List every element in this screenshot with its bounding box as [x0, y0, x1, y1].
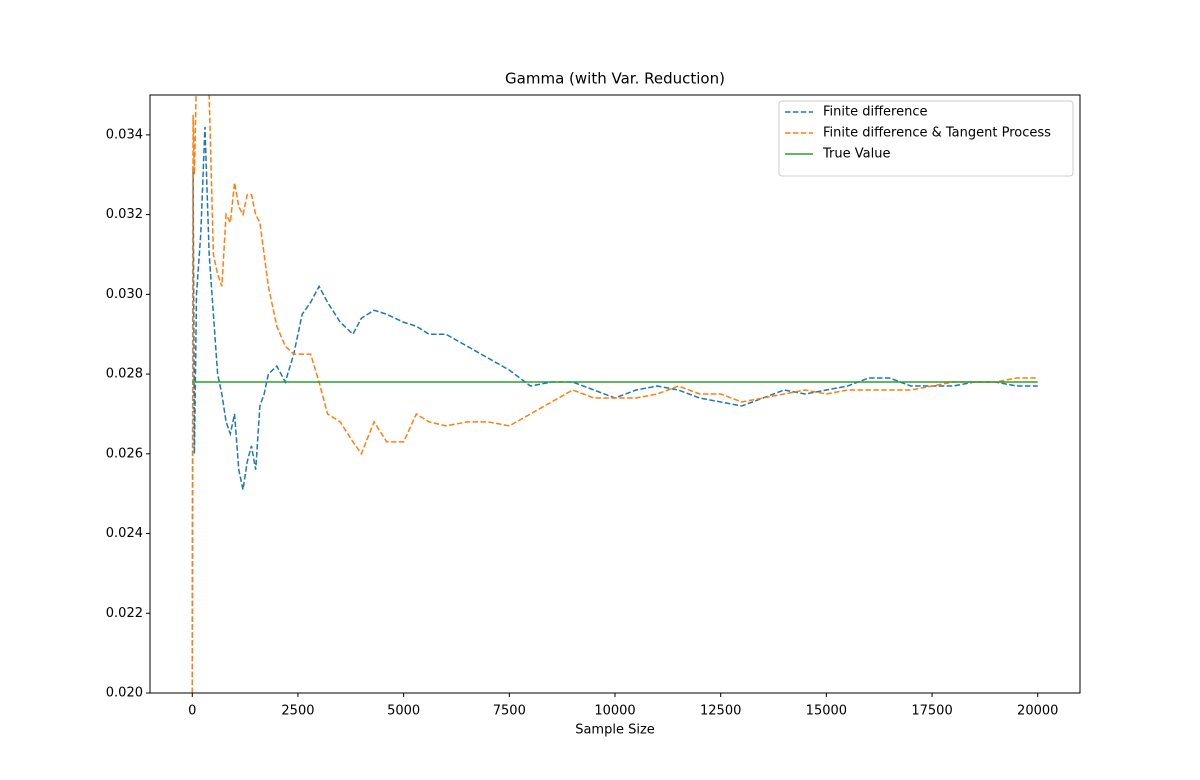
plot-frame	[149, 94, 1081, 694]
legend-label: True Value	[822, 147, 890, 162]
series-line	[191, 126, 1038, 693]
x-tick-label: 2500	[281, 704, 314, 719]
x-tick-label: 17500	[911, 704, 952, 719]
x-axis-label: Sample Size	[575, 723, 655, 738]
x-tick-label: 15000	[806, 704, 847, 719]
x-tick-label: 12500	[700, 704, 741, 719]
chart-title: Gamma (with Var. Reduction)	[505, 70, 725, 88]
x-tick-label: 20000	[1017, 704, 1058, 719]
y-tick-label: 0.024	[106, 526, 143, 541]
y-tick-label: 0.022	[106, 606, 143, 621]
x-tick-label: 5000	[387, 704, 420, 719]
y-tick-label: 0.026	[106, 446, 143, 461]
y-tick-label: 0.030	[106, 287, 143, 302]
legend-box	[778, 100, 1074, 177]
x-tick-label: 10000	[594, 704, 635, 719]
y-tick-label: 0.028	[106, 367, 143, 382]
legend-label: Finite difference	[823, 105, 927, 120]
x-tick-label: 0	[188, 704, 196, 719]
series-line	[191, 95, 1038, 693]
legend-label: Finite difference & Tangent Process	[823, 126, 1051, 141]
y-tick-label: 0.020	[106, 686, 143, 701]
y-tick-label: 0.034	[106, 127, 143, 142]
plot-lines	[191, 95, 1038, 693]
x-tick-label: 7500	[493, 704, 526, 719]
y-tick-label: 0.032	[106, 207, 143, 222]
